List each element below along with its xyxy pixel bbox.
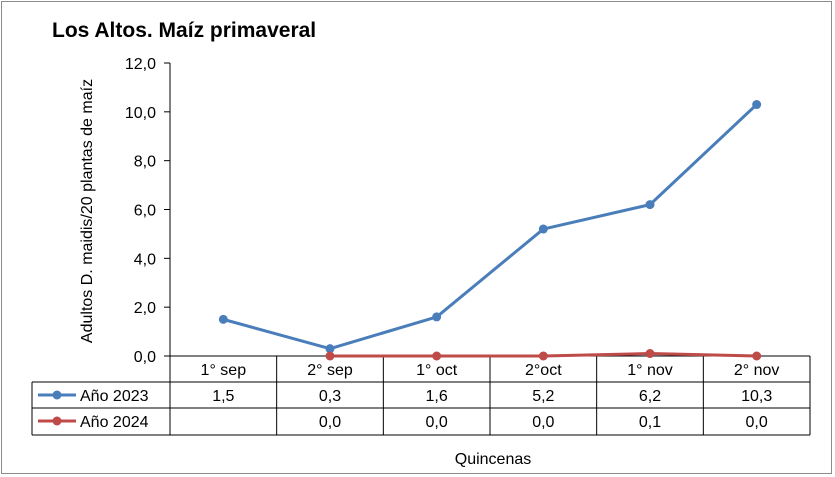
table-cell-value: 0,0 bbox=[319, 414, 341, 431]
data-point bbox=[538, 224, 548, 234]
category-label: 2° sep bbox=[307, 362, 353, 379]
table-cell-value: 5,2 bbox=[532, 388, 554, 405]
y-tick-label: 10,0 bbox=[125, 105, 156, 122]
table-cell-value: 0,0 bbox=[426, 414, 448, 431]
y-axis-title: Adultos D. maidis/20 plantas de maíz bbox=[79, 79, 96, 343]
data-table: 1° sep 2° sep 1° oct 2°oct 1° nov 2° nov Año 2… bbox=[31, 355, 811, 436]
legend-key-marker bbox=[52, 390, 62, 400]
data-point bbox=[432, 312, 442, 322]
table-cell-value: 0,3 bbox=[319, 388, 341, 405]
table-cell-value: 0,0 bbox=[532, 414, 554, 431]
axes bbox=[164, 62, 171, 357]
data-point bbox=[752, 351, 762, 361]
category-label: 2°oct bbox=[525, 362, 562, 379]
table-cell-value: 0,0 bbox=[746, 414, 768, 431]
legend-entry: Año 2023 bbox=[80, 388, 149, 405]
data-point bbox=[325, 344, 335, 354]
x-axis-title: Quincenas bbox=[455, 451, 532, 468]
series-line bbox=[222, 103, 758, 351]
data-point bbox=[752, 100, 762, 110]
table-cell-value: 10,3 bbox=[741, 388, 772, 405]
chart-title: Los Altos. Maíz primaveral bbox=[52, 19, 316, 42]
table-cell-value: 0,1 bbox=[639, 414, 661, 431]
series-layer bbox=[218, 100, 762, 361]
y-tick-label: 12,0 bbox=[125, 56, 156, 73]
data-point bbox=[645, 349, 655, 359]
category-label: 1° oct bbox=[416, 362, 458, 379]
category-label: 2° nov bbox=[734, 362, 780, 379]
data-point bbox=[325, 351, 335, 361]
legend-entry: Año 2024 bbox=[80, 414, 149, 431]
data-point bbox=[645, 200, 655, 210]
table-cell-value: 6,2 bbox=[639, 388, 661, 405]
y-tick-label: 0,0 bbox=[134, 349, 156, 366]
data-point bbox=[538, 351, 548, 361]
legend-key-marker bbox=[52, 416, 62, 426]
table-cell-value: 1,5 bbox=[212, 388, 234, 405]
y-tick-label: 8,0 bbox=[134, 154, 156, 171]
y-tick-label: 4,0 bbox=[134, 251, 156, 268]
category-label: 1° sep bbox=[201, 362, 247, 379]
table-cell-value: 1,6 bbox=[426, 388, 448, 405]
data-point bbox=[218, 314, 228, 324]
y-tick-label: 6,0 bbox=[134, 203, 156, 220]
y-tick-label: 2,0 bbox=[134, 300, 156, 317]
data-point bbox=[432, 351, 442, 361]
category-label: 1° nov bbox=[627, 362, 673, 379]
y-tick-labels: 0,0 2,0 4,0 6,0 8,0 10,0 12,0 bbox=[125, 56, 156, 366]
